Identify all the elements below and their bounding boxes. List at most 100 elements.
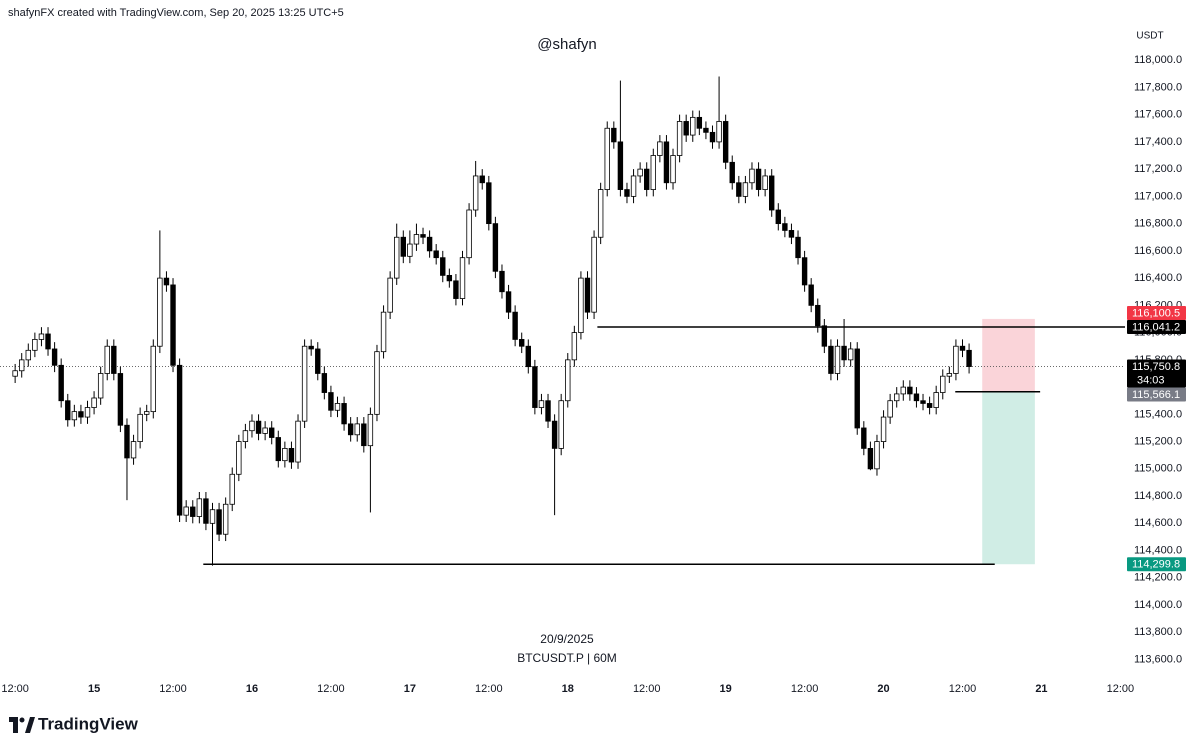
candle-body — [505, 291, 512, 313]
y-tick-label: 116,800.0 — [1134, 218, 1182, 230]
candle-body — [887, 400, 893, 418]
candle-body — [459, 257, 466, 299]
candle-body — [183, 506, 189, 516]
candle-body — [604, 127, 610, 190]
logo-icon — [19, 717, 25, 723]
candle-body — [584, 277, 591, 313]
candle-body — [525, 345, 531, 368]
candle-body — [782, 223, 788, 231]
y-tick-label: 113,600.0 — [1134, 653, 1182, 665]
x-tick-label: 12:00 — [317, 683, 345, 695]
entry-tag-label: 115,566.1 — [1132, 389, 1180, 401]
candle-body — [25, 349, 31, 361]
candle-body — [920, 400, 926, 404]
candle-body — [696, 116, 703, 129]
y-tick-label: 114,800.0 — [1134, 490, 1182, 502]
logo: TradingView — [9, 714, 139, 733]
candle-body — [466, 209, 472, 259]
candle-body — [966, 349, 972, 367]
y-tick-label: 117,600.0 — [1134, 109, 1182, 121]
candle-body — [196, 498, 203, 517]
candle-body — [729, 161, 735, 184]
candle-body — [361, 423, 367, 447]
candle-body — [229, 473, 235, 505]
candle-body — [295, 420, 301, 463]
candle-body — [538, 400, 545, 408]
candle-body — [288, 448, 295, 463]
y-tick-label: 115,400.0 — [1134, 408, 1182, 420]
candle-body — [242, 430, 249, 442]
x-tick-label: 12:00 — [949, 683, 977, 695]
candle-body — [453, 280, 459, 299]
candle-body — [308, 345, 314, 350]
candle-body — [117, 373, 124, 426]
candle-body — [51, 348, 58, 366]
candle-body — [940, 375, 946, 393]
candle-body — [321, 373, 328, 393]
candle-body — [933, 392, 939, 408]
candle-body — [420, 234, 426, 238]
candle-body — [795, 236, 801, 259]
candle-body — [222, 503, 229, 535]
candle-body — [519, 339, 525, 347]
candle-body — [650, 155, 656, 190]
candle-body — [946, 373, 953, 377]
candle-body — [900, 386, 906, 395]
candle-body — [644, 168, 650, 190]
last-price-tag — [1127, 359, 1186, 388]
candle-body — [275, 437, 281, 462]
candle-body — [565, 359, 571, 402]
candle-body — [880, 416, 887, 442]
candle-body — [907, 386, 913, 395]
plot-area — [0, 76, 1125, 566]
candle-body — [216, 509, 222, 535]
candle-body — [144, 411, 150, 415]
target-tag — [1127, 557, 1186, 572]
x-tick-label: 17 — [404, 683, 416, 695]
candle-body — [209, 509, 216, 524]
candle-body — [571, 332, 578, 361]
candle-body — [815, 304, 821, 327]
logo-icon — [9, 717, 18, 733]
candle-body — [847, 348, 854, 361]
candle-body — [328, 392, 334, 411]
candle-body — [97, 373, 104, 399]
y-unit: USDT — [1136, 31, 1163, 42]
candle-body — [341, 403, 347, 425]
candle-body — [269, 427, 275, 438]
line-tag-label: 116,041.2 — [1132, 321, 1180, 333]
candle-body — [407, 243, 413, 257]
y-tick-label: 113,800.0 — [1134, 626, 1182, 638]
candle-body — [801, 257, 808, 286]
candle-body — [84, 407, 91, 418]
candle-body — [104, 345, 110, 374]
candle-body — [624, 189, 630, 197]
candle-body — [953, 345, 959, 374]
candle-body — [190, 506, 196, 517]
candle-body — [137, 413, 143, 442]
candle-body — [676, 121, 683, 156]
symbol-label: BTCUSDT.P | 60M — [517, 651, 617, 665]
candle-body — [703, 127, 709, 133]
stop-tag-label: 116,100.5 — [1132, 307, 1180, 319]
candle-body — [926, 403, 933, 408]
candle-body — [150, 345, 156, 413]
logo-icon — [25, 717, 35, 733]
candle-body — [867, 448, 874, 470]
last-price-tag-countdown: 34:03 — [1137, 374, 1165, 386]
candle-body — [176, 364, 183, 516]
candle-body — [301, 345, 308, 422]
candle-body — [65, 400, 71, 421]
candle-body — [124, 424, 130, 459]
candle-body — [203, 498, 209, 524]
candle-body — [769, 175, 775, 211]
candle-body — [367, 413, 374, 447]
candle-body — [532, 366, 538, 408]
stop-zone — [982, 318, 1035, 392]
x-tick-label: 20 — [877, 683, 889, 695]
candle-body — [413, 234, 420, 245]
last-price-tag-label: 115,750.8 — [1132, 361, 1180, 373]
candle-body — [262, 427, 268, 434]
y-tick-label: 114,200.0 — [1134, 572, 1182, 584]
